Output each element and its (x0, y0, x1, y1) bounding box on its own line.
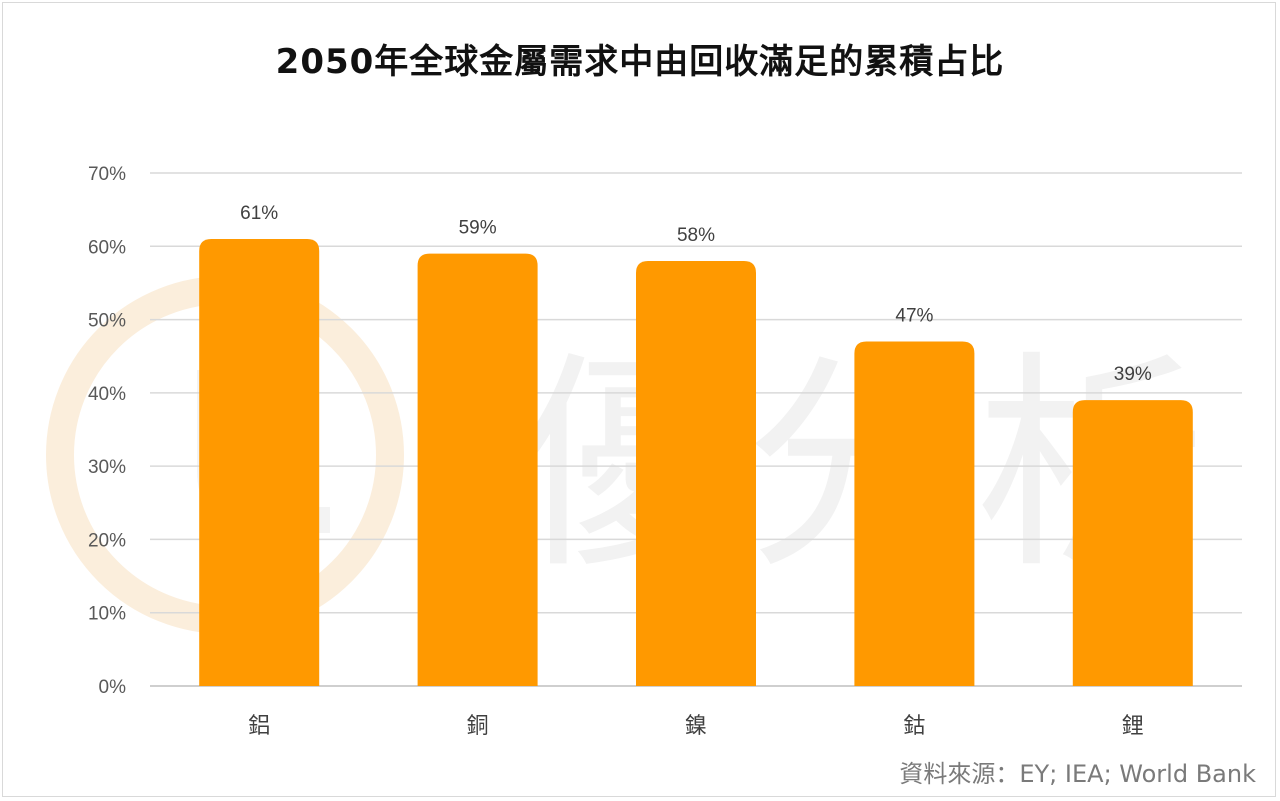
bar-3 (636, 260, 756, 686)
x-tick-label: 鋰 (1122, 714, 1144, 739)
y-tick-label: 70% (88, 164, 126, 185)
source-note: 資料來源：EY; IEA; World Bank (899, 760, 1256, 788)
bar-1 (199, 238, 320, 686)
data-label: 39% (1114, 364, 1152, 385)
x-tick-label: 鎳 (685, 714, 707, 739)
bar-5 (1072, 400, 1193, 686)
y-tick-label: 20% (88, 530, 126, 551)
x-tick-label: 銅 (467, 714, 489, 739)
data-label: 59% (459, 218, 497, 239)
data-label: 61% (240, 203, 278, 224)
y-tick-label: 10% (88, 604, 126, 625)
data-label: 47% (895, 306, 933, 327)
bar-4 (854, 341, 975, 686)
y-tick-label: 0% (99, 677, 127, 698)
bar-2 (417, 253, 538, 686)
y-tick-label: 60% (88, 237, 126, 258)
y-tick-label: 30% (88, 457, 126, 478)
chart-title: 2050年全球金屬需求中由回收滿足的累積占比 (275, 42, 1005, 82)
y-tick-label: 50% (88, 311, 126, 332)
x-tick-label: 鈷 (903, 714, 925, 739)
data-label: 58% (677, 225, 715, 246)
x-tick-label: 鋁 (248, 714, 270, 739)
y-tick-label: 40% (88, 384, 126, 405)
